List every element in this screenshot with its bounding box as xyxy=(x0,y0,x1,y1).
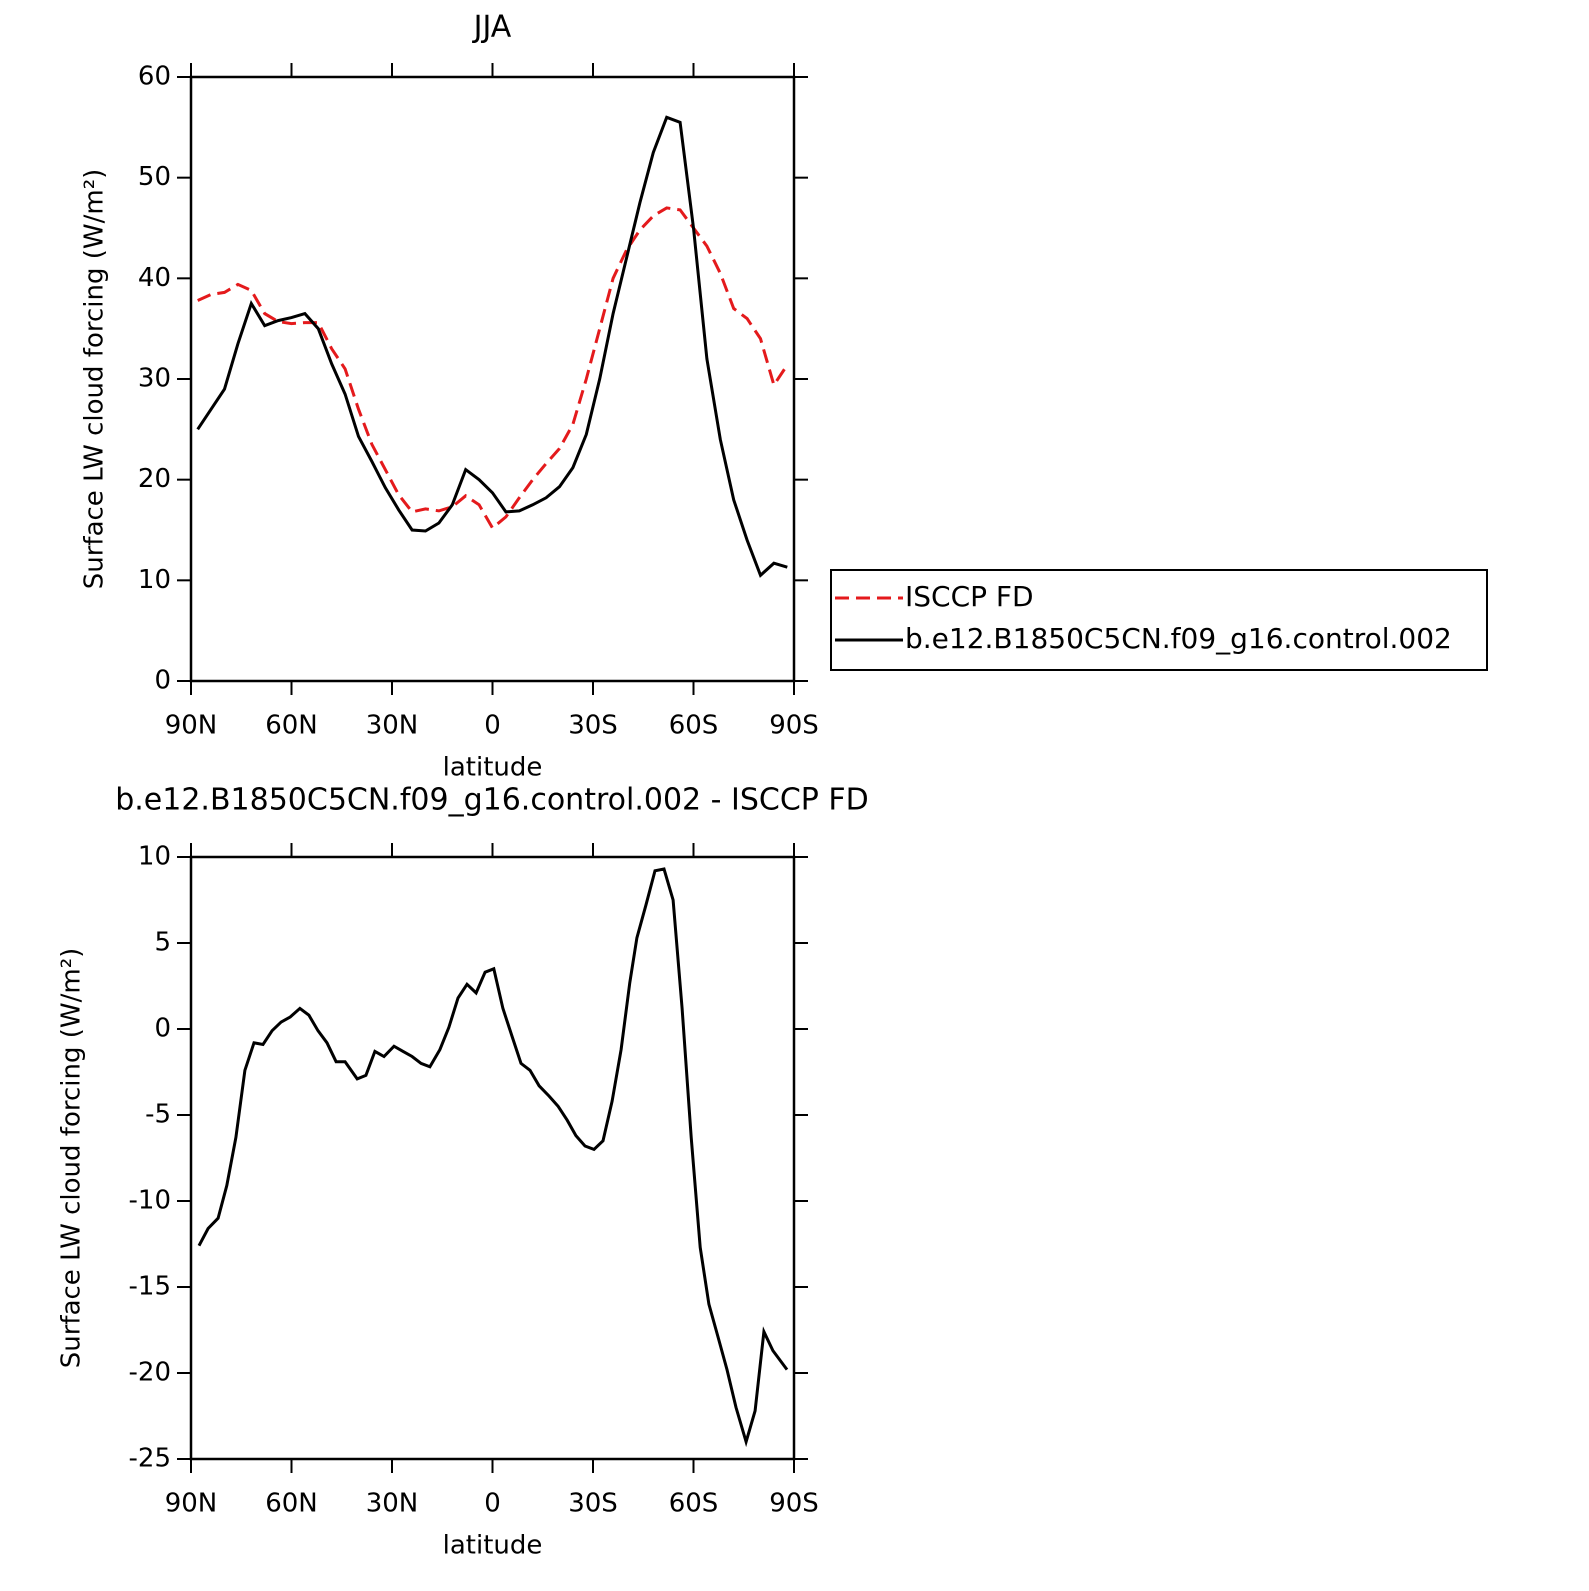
y-tick-label: -20 xyxy=(129,1358,171,1388)
data-line xyxy=(197,867,789,1448)
y-tick-label: 0 xyxy=(154,666,171,696)
plot-frame xyxy=(189,75,796,683)
x-tick-label: 30N xyxy=(366,711,419,741)
y-tick-label: 40 xyxy=(138,263,171,293)
x-tick-label: 30N xyxy=(366,1489,419,1519)
x-tick-label: 90N xyxy=(165,1489,218,1519)
y-tick-label: 30 xyxy=(138,364,171,394)
chart-title: JJA xyxy=(472,10,512,45)
y-tick-label: 5 xyxy=(154,928,171,958)
data-line xyxy=(197,206,789,531)
legend-label: b.e12.B1850C5CN.f09_g16.control.002 xyxy=(905,622,1452,655)
y-tick-label: -5 xyxy=(145,1100,171,1130)
y-tick-label: 60 xyxy=(138,62,171,92)
x-tick-label: 60S xyxy=(669,1489,719,1519)
x-tick-label: 60N xyxy=(265,711,318,741)
y-tick-label: 10 xyxy=(138,842,171,872)
y-tick-label: 20 xyxy=(138,464,171,494)
chart: JJA 90N 60N 30N 0 30S 60S 90S 0 10 20 30 40 50 60 latit… xyxy=(80,10,1488,783)
y-tick-label: 50 xyxy=(138,162,171,192)
chart: b.e12.B1850C5CN.f09_g16.control.002 - IS… xyxy=(57,783,869,1561)
y-tick-label: -15 xyxy=(129,1272,171,1302)
legend-label: ISCCP FD xyxy=(905,580,1034,613)
y-axis-label: Surface LW cloud forcing (W/m²) xyxy=(57,948,87,1369)
x-axis-label: latitude xyxy=(443,1531,543,1561)
y-tick-label: 10 xyxy=(138,565,171,595)
legend-box xyxy=(830,569,1488,671)
plot-frame xyxy=(189,855,796,1461)
x-tick-label: 60N xyxy=(265,1489,318,1519)
x-tick-label: 90N xyxy=(165,711,218,741)
chart-title: b.e12.B1850C5CN.f09_g16.control.002 - IS… xyxy=(115,783,869,818)
x-tick-label: 90S xyxy=(769,711,819,741)
x-tick-label: 60S xyxy=(669,711,719,741)
x-tick-label: 30S xyxy=(568,1489,618,1519)
y-tick-label: -25 xyxy=(129,1444,171,1474)
x-tick-label: 0 xyxy=(484,711,501,741)
data-line xyxy=(196,115,788,578)
y-tick-label: 0 xyxy=(154,1014,171,1044)
legend: ISCCP FD b.e12.B1850C5CN.f09_g16.control.… xyxy=(830,569,1488,671)
x-tick-label: 90S xyxy=(769,1489,819,1519)
x-tick-label: 0 xyxy=(484,1489,501,1519)
y-tick-label: -10 xyxy=(129,1186,171,1216)
x-axis-label: latitude xyxy=(443,753,543,783)
x-tick-label: 30S xyxy=(568,711,618,741)
y-axis-label: Surface LW cloud forcing (W/m²) xyxy=(80,169,110,590)
